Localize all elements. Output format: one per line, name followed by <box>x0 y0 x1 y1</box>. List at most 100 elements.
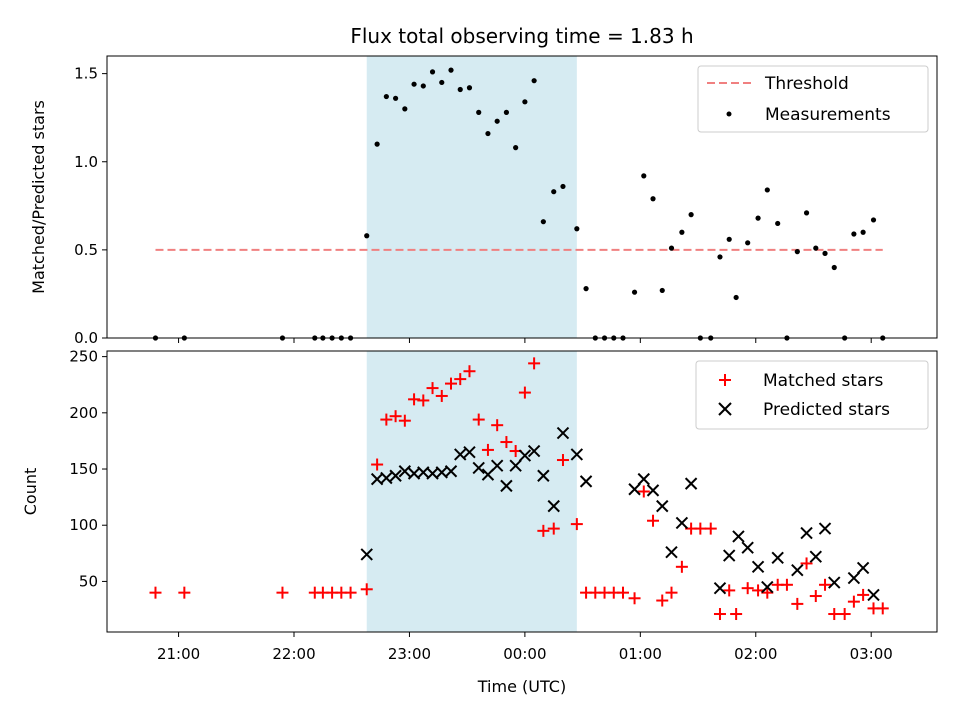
matched-star-point <box>344 586 357 599</box>
xtick-label: 01:00 <box>619 645 662 663</box>
measurement-point <box>831 264 837 271</box>
legend-measurements-swatch <box>726 111 732 117</box>
matched-star-point <box>730 608 743 621</box>
measurement-point <box>631 289 638 295</box>
matched-star-point <box>360 583 373 596</box>
matched-star-point <box>741 582 754 595</box>
matched-star-point <box>556 454 569 467</box>
measurement-point <box>745 240 751 246</box>
predicted-star-point <box>463 445 476 459</box>
predicted-star-point <box>675 516 689 530</box>
predicted-star-point <box>665 545 678 559</box>
measurement-point <box>870 217 877 223</box>
measurement-point <box>374 141 380 147</box>
predicted-star-point <box>723 549 736 562</box>
matched-star-point <box>752 584 765 597</box>
xtick-label: 21:00 <box>157 645 200 663</box>
predicted-star-point <box>761 580 774 594</box>
predicted-star-point <box>646 484 660 497</box>
measurement-point <box>402 106 408 112</box>
matched-star-point <box>570 518 583 531</box>
count-ytick-label: 150 <box>69 460 98 478</box>
xtick-label: 00:00 <box>503 645 546 663</box>
measurement-point <box>411 81 417 87</box>
ratio-ytick-label: 1.5 <box>74 65 98 83</box>
predicted-star-point <box>809 550 822 563</box>
measurement-point <box>540 219 546 225</box>
matched-star-point <box>398 414 411 427</box>
count-ytick-label: 50 <box>79 572 98 590</box>
measurement-point <box>583 286 589 292</box>
measurement-point <box>851 231 857 237</box>
matched-star-point <box>791 597 804 610</box>
measurement-point <box>485 130 491 137</box>
measurement-point <box>503 109 510 115</box>
observing-window-band-top <box>366 56 577 338</box>
matched-star-point <box>408 393 421 406</box>
matched-star-point <box>472 413 485 426</box>
predicted-star-point <box>628 483 641 496</box>
measurement-point <box>764 187 770 193</box>
measurement-point <box>560 183 566 190</box>
predicted-star-point <box>556 426 570 440</box>
ratio-panel: 0.0 0.5 1.0 1.5 Matched/Predicted stars Thr… <box>29 55 938 347</box>
predicted-star-point <box>867 588 880 602</box>
predicted-star-point <box>444 465 458 478</box>
matched-star-point <box>800 557 813 570</box>
predicted-star-point <box>828 576 841 589</box>
predicted-star-point <box>791 563 804 577</box>
measurement-point <box>775 220 781 227</box>
measurement-point <box>659 287 665 294</box>
predicted-star-point <box>500 479 513 493</box>
matched-star-point <box>694 522 707 535</box>
matched-star-point <box>838 608 851 621</box>
matched-star-point <box>389 410 402 423</box>
predicted-star-point <box>454 448 467 461</box>
predicted-star-point <box>847 571 861 585</box>
matched-star-point <box>518 386 531 399</box>
ratio-y-axis-label: Matched/Predicted stars <box>29 100 48 294</box>
predicted-star-point <box>570 448 584 461</box>
measurement-point <box>755 215 761 221</box>
predicted-star-point <box>771 551 784 565</box>
matched-star-point <box>828 608 841 621</box>
count-ytick-label: 200 <box>69 404 98 422</box>
measurement-point <box>420 83 426 89</box>
measurement-point <box>679 229 685 235</box>
matched-star-point <box>665 586 678 599</box>
matched-star-point <box>637 485 650 498</box>
measurement-point <box>551 189 557 195</box>
matched-star-point <box>426 382 439 395</box>
measurement-point <box>794 249 800 255</box>
matched-star-point <box>809 590 822 603</box>
legend-predicted-swatch <box>718 402 732 416</box>
matched-star-point <box>435 389 448 402</box>
matched-star-point <box>276 586 289 599</box>
matched-star-point <box>647 514 660 527</box>
legend-measurements-label: Measurements <box>765 105 891 125</box>
matched-star-point <box>780 578 793 591</box>
matched-star-point <box>371 458 384 471</box>
predicted-star-point <box>637 472 650 486</box>
measurement-point <box>803 210 810 216</box>
count-panel-frame <box>106 350 938 633</box>
matched-star-point <box>847 595 860 608</box>
legend-matched-swatch <box>719 374 731 386</box>
matched-star-point <box>819 578 832 591</box>
ratio-legend: Threshold Measurements <box>697 65 929 133</box>
matched-star-point <box>723 584 736 597</box>
predicted-star-point <box>800 526 813 540</box>
measurement-point <box>476 109 482 115</box>
predicted-star-point <box>509 459 522 472</box>
measurement-point <box>726 236 732 242</box>
measurement-point <box>813 245 819 251</box>
ratio-ytick-label: 1.0 <box>74 153 98 171</box>
matched-star-point <box>628 592 641 605</box>
measurement-point <box>688 212 694 218</box>
legend-threshold-label: Threshold <box>764 74 849 94</box>
predicted-star-point <box>656 499 669 513</box>
matched-star-point <box>481 443 494 456</box>
predicted-star-point <box>684 477 698 490</box>
predicted-star-point <box>398 465 412 478</box>
